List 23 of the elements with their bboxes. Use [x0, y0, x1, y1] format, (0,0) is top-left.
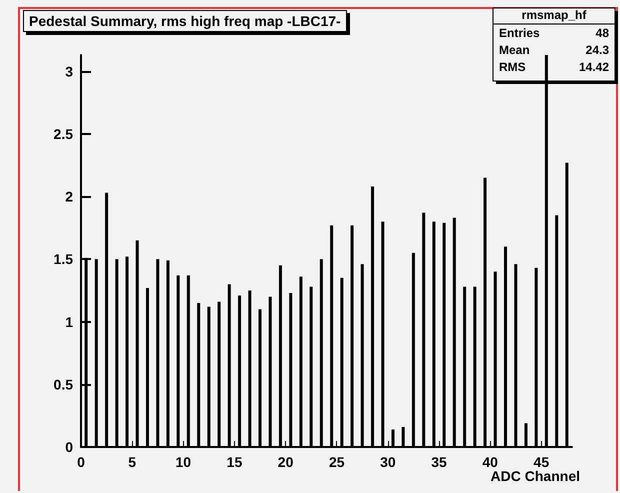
y-tick-label: 0.5 — [54, 376, 74, 392]
x-tick-label: 5 — [128, 454, 136, 470]
x-tick-label: 30 — [380, 454, 396, 470]
x-tick-label: 45 — [534, 454, 550, 470]
text: Mean 24.3 — [499, 43, 609, 57]
x-tick-label: 20 — [278, 454, 294, 470]
x-tick-label: 25 — [328, 454, 345, 470]
y-tick-label: 2 — [65, 188, 74, 205]
x-tick-label: 35 — [431, 454, 448, 470]
y-tick-label: 1 — [65, 314, 74, 330]
x-tick-label: 10 — [176, 454, 192, 470]
x-tick-label: 40 — [482, 454, 498, 470]
x-axis-title: ADC Channel — [490, 468, 580, 484]
y-tick-label: 3 — [65, 63, 74, 80]
text: Entries 48 — [499, 26, 609, 40]
text: RMS 14.42 — [499, 60, 609, 74]
x-tick-label: 15 — [226, 454, 242, 470]
y-tick-label: 1.5 — [54, 251, 74, 268]
y-tick-label: 0 — [65, 439, 74, 455]
chart-title: Pedestal Summary, rms high freq map -LBC17- — [29, 13, 342, 29]
x-tick-label: 0 — [77, 454, 86, 470]
y-tick-label: 2.5 — [54, 126, 74, 142]
text: rmsmap_hf — [522, 8, 588, 22]
